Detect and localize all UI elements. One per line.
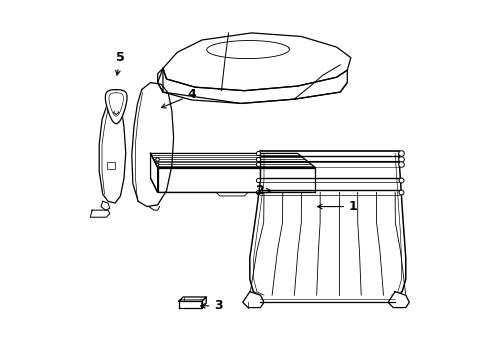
Polygon shape (105, 90, 127, 123)
Polygon shape (179, 301, 202, 307)
Polygon shape (163, 33, 350, 91)
Polygon shape (157, 68, 163, 92)
Polygon shape (101, 201, 110, 210)
Polygon shape (387, 292, 408, 307)
Polygon shape (150, 153, 157, 192)
Bar (107, 162, 115, 168)
Polygon shape (157, 68, 346, 103)
Polygon shape (90, 210, 110, 217)
Polygon shape (157, 168, 315, 192)
Text: 3: 3 (200, 299, 223, 312)
Polygon shape (179, 297, 206, 301)
Text: 1: 1 (317, 200, 357, 213)
Polygon shape (150, 153, 315, 168)
Text: 4: 4 (161, 89, 196, 108)
Polygon shape (99, 95, 125, 203)
Polygon shape (242, 292, 264, 307)
Polygon shape (202, 297, 206, 307)
Text: 2: 2 (255, 184, 270, 197)
Text: 5: 5 (116, 51, 125, 75)
Polygon shape (132, 82, 173, 207)
